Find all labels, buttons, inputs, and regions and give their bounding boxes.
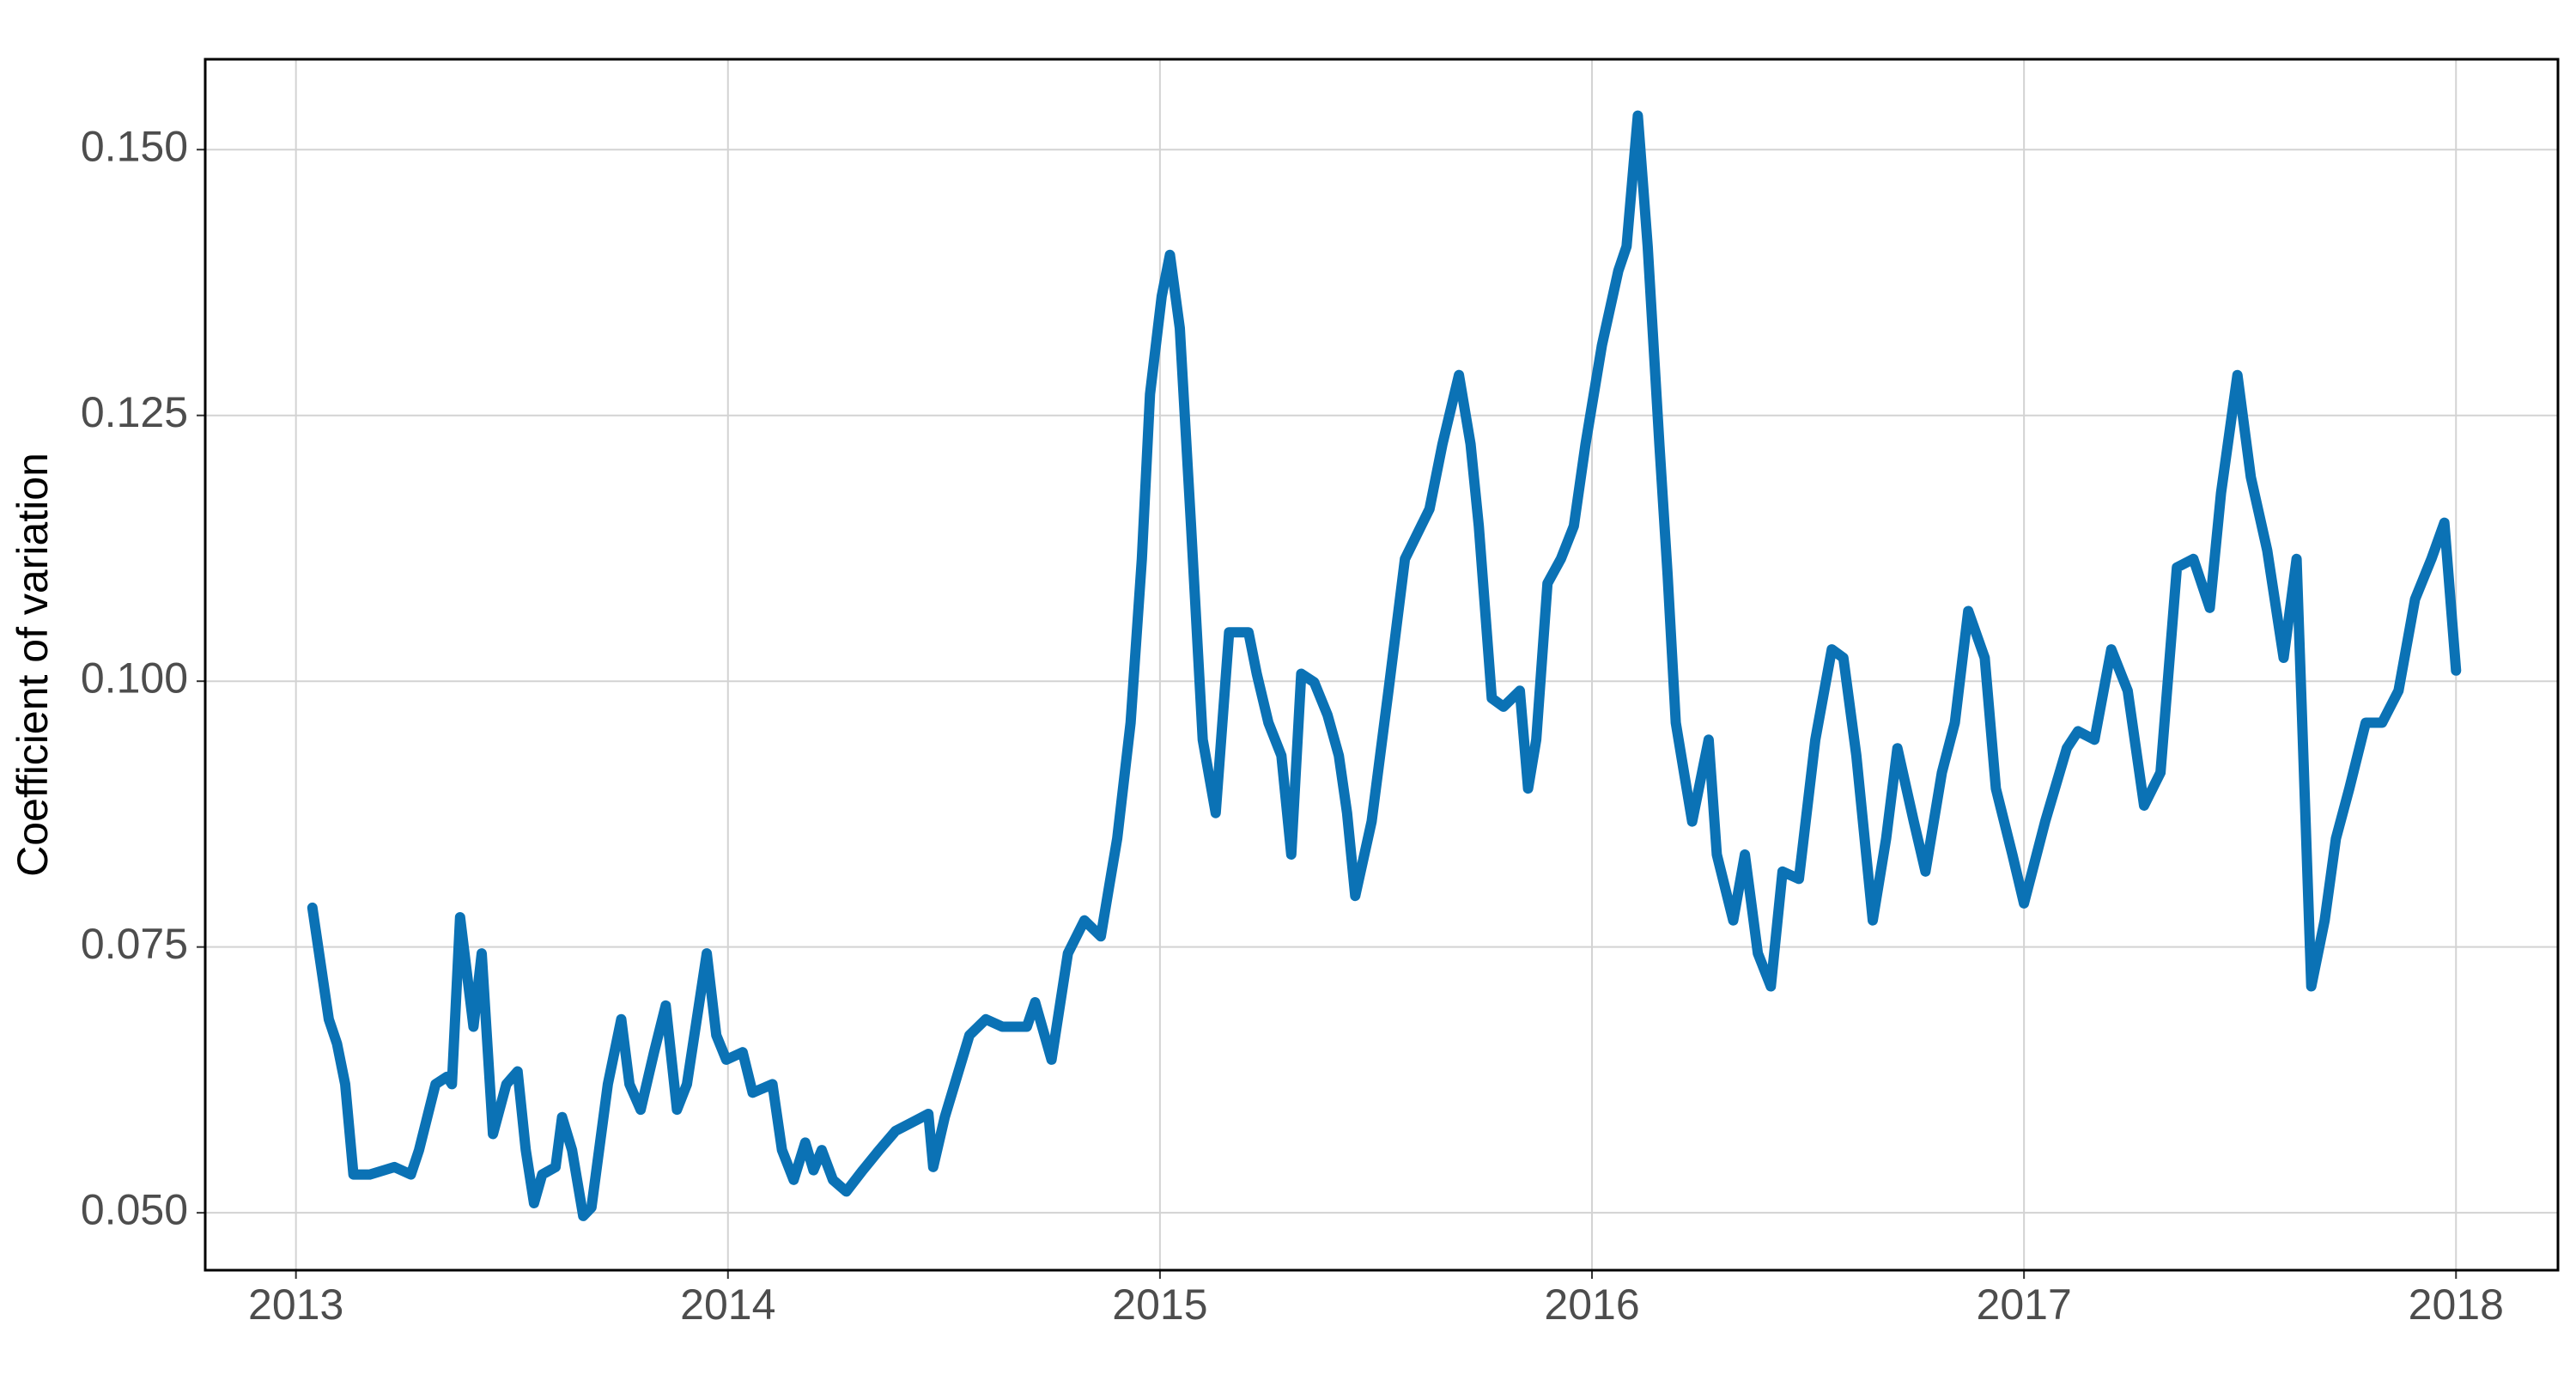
x-tick-label: 2017 xyxy=(1977,1281,2072,1329)
x-tick-label: 2013 xyxy=(248,1281,343,1329)
y-tick-label: 0.050 xyxy=(81,1185,188,1233)
y-tick-label: 0.125 xyxy=(81,388,188,436)
x-tick-label: 2016 xyxy=(1544,1281,1639,1329)
x-tick-label: 2015 xyxy=(1112,1281,1207,1329)
x-tick-label: 2018 xyxy=(2409,1281,2504,1329)
y-tick-label: 0.075 xyxy=(81,920,188,968)
plot-border xyxy=(204,58,2560,1272)
y-tick-label: 0.100 xyxy=(81,654,188,702)
y-axis-title: Coefficient of variation xyxy=(9,453,57,877)
x-tick-label: 2014 xyxy=(680,1281,775,1329)
line xyxy=(307,110,2462,1221)
y-tick-label: 0.150 xyxy=(81,122,188,170)
